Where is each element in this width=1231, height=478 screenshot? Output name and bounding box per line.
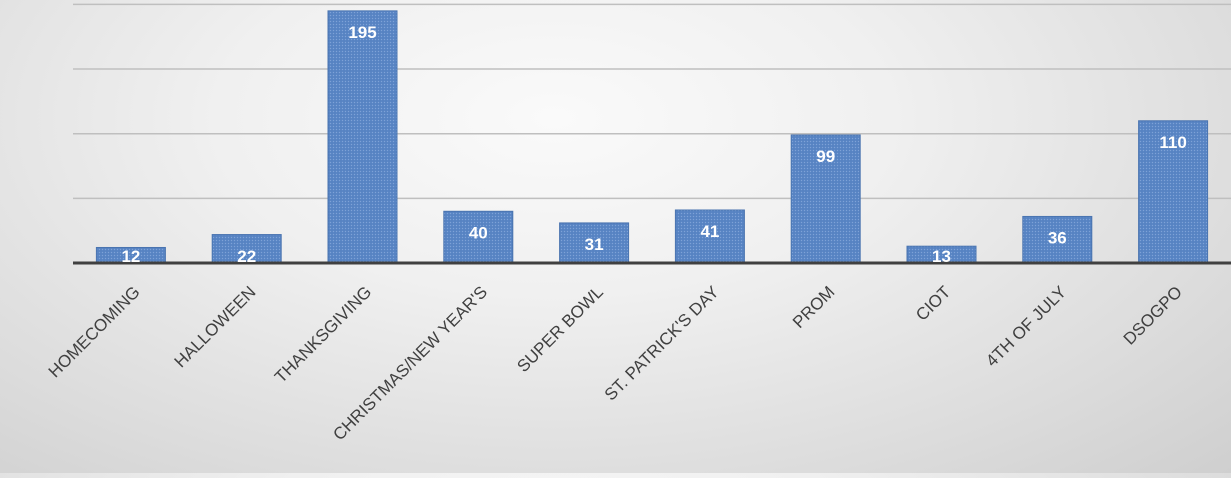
category-label-ciot: CIOT <box>912 282 954 324</box>
category-label-prom: PROM <box>789 282 838 331</box>
bar-st-patrick-s-day <box>674 209 745 264</box>
data-label-4th-of-july: 36 <box>1048 228 1067 247</box>
bar-4th-of-july <box>1022 215 1093 264</box>
category-label-thanksgiving: THANKSGIVING <box>271 282 375 386</box>
data-label-thanksgiving: 195 <box>348 23 376 42</box>
data-label-dsogpo: 110 <box>1159 133 1186 152</box>
data-label-halloween: 22 <box>237 247 256 266</box>
data-label-st-patrick-s-day: 41 <box>700 222 719 241</box>
data-label-prom: 99 <box>816 147 835 166</box>
data-label-homecoming: 12 <box>121 247 140 266</box>
category-label-st-patrick-s-day: ST. PATRICK'S DAY <box>601 282 723 404</box>
category-label-dsogpo: DSOGPO <box>1120 282 1186 348</box>
category-label-homecoming: HOMECOMING <box>45 282 144 381</box>
bar-christmas-new-year-s <box>443 210 514 264</box>
category-label-halloween: HALLOWEEN <box>171 282 260 371</box>
gridlines <box>73 3 1231 200</box>
data-labels: 12 22 195 40 31 41 99 13 36 110 <box>121 23 1186 266</box>
category-labels: HOMECOMING HALLOWEEN THANKSGIVINGCHRISTMAS… <box>45 282 1186 444</box>
bar-super-bowl <box>559 222 630 264</box>
bar-dsogpo <box>1138 120 1209 264</box>
category-label-4th-of-july: 4TH OF JULY <box>982 282 1070 370</box>
bars <box>95 10 1209 264</box>
bar-thanksgiving <box>327 10 398 264</box>
data-label-christmas-new-year-s: 40 <box>469 223 488 242</box>
data-label-super-bowl: 31 <box>585 235 604 254</box>
data-label-ciot: 13 <box>932 247 951 266</box>
category-label-super-bowl: SUPER BOWL <box>513 282 607 376</box>
bar-prom <box>790 134 861 264</box>
